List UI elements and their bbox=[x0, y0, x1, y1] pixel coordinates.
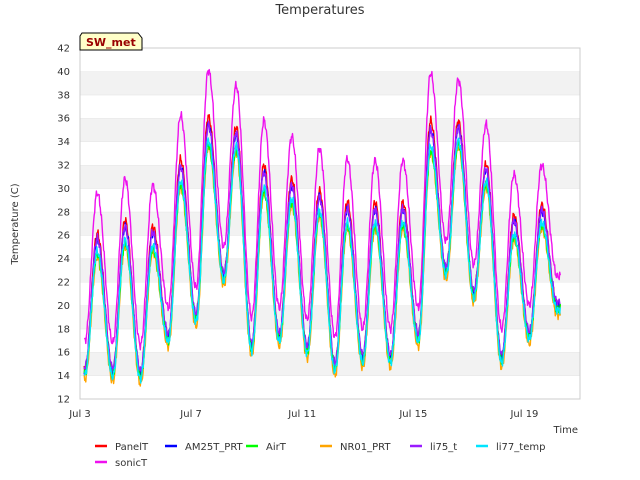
y-axis-ticks: 12 14 16 18 20 22 24 26 28 30 32 34 36 38 40 42 bbox=[57, 44, 70, 406]
legend-label: PanelT bbox=[115, 442, 149, 453]
legend-label: li75_t bbox=[430, 442, 457, 453]
y-tick-label: 16 bbox=[57, 348, 70, 359]
legend-label: NR01_PRT bbox=[340, 442, 391, 453]
chart-title: Temperatures bbox=[274, 3, 364, 18]
y-tick-label: 40 bbox=[57, 67, 70, 78]
grid-band bbox=[80, 188, 580, 212]
legend-label: li77_temp bbox=[496, 442, 545, 453]
y-tick-label: 26 bbox=[57, 231, 70, 242]
y-tick-label: 22 bbox=[57, 278, 70, 289]
series-line-li77_temp bbox=[83, 137, 561, 384]
series-line-sonicT bbox=[83, 68, 561, 351]
x-tick-label: Jul 15 bbox=[398, 409, 427, 420]
y-tick-label: 38 bbox=[57, 90, 70, 101]
plot-frame bbox=[79, 47, 581, 400]
grid-band bbox=[80, 165, 580, 189]
y-tick-label: 42 bbox=[57, 44, 70, 55]
grid-band bbox=[80, 235, 580, 259]
x-tick-label: Jul 7 bbox=[179, 409, 202, 420]
x-axis-label: Time bbox=[553, 425, 578, 436]
station-label-box: SW_met bbox=[79, 32, 143, 51]
x-axis-ticks: Jul 3 Jul 7 Jul 11 Jul 15 Jul 19 bbox=[68, 409, 538, 420]
x-tick-label: Jul 3 bbox=[68, 409, 91, 420]
x-tick-label: Jul 19 bbox=[509, 409, 538, 420]
legend: PanelT AM25T_PRT AirT NR01_PRT li75_t li77_te… bbox=[95, 442, 545, 469]
y-tick-label: 14 bbox=[57, 371, 70, 382]
grid-band bbox=[80, 118, 580, 142]
y-tick-label: 24 bbox=[57, 254, 70, 265]
legend-label: AirT bbox=[266, 442, 287, 453]
grid-band bbox=[80, 71, 580, 95]
grid-band bbox=[80, 48, 580, 72]
y-tick-label: 34 bbox=[57, 137, 70, 148]
y-tick-label: 30 bbox=[57, 184, 70, 195]
plot-series bbox=[83, 68, 561, 387]
grid-band bbox=[80, 141, 580, 165]
x-tick-label: Jul 11 bbox=[287, 409, 316, 420]
grid-band bbox=[80, 375, 580, 399]
legend-label: AM25T_PRT bbox=[185, 442, 244, 453]
y-tick-label: 18 bbox=[57, 324, 70, 335]
grid-band bbox=[80, 352, 580, 376]
grid-band bbox=[80, 94, 580, 119]
y-tick-label: 36 bbox=[57, 114, 70, 125]
y-tick-label: 32 bbox=[57, 161, 70, 172]
legend-label: sonicT bbox=[115, 458, 148, 469]
grid-band bbox=[80, 211, 580, 236]
grid-band bbox=[80, 258, 580, 282]
station-label: SW_met bbox=[86, 36, 136, 49]
y-axis-label: Temperature (C) bbox=[10, 183, 21, 265]
y-tick-label: 28 bbox=[57, 207, 70, 218]
y-tick-label: 20 bbox=[57, 301, 70, 312]
y-tick-label: 12 bbox=[57, 395, 70, 406]
